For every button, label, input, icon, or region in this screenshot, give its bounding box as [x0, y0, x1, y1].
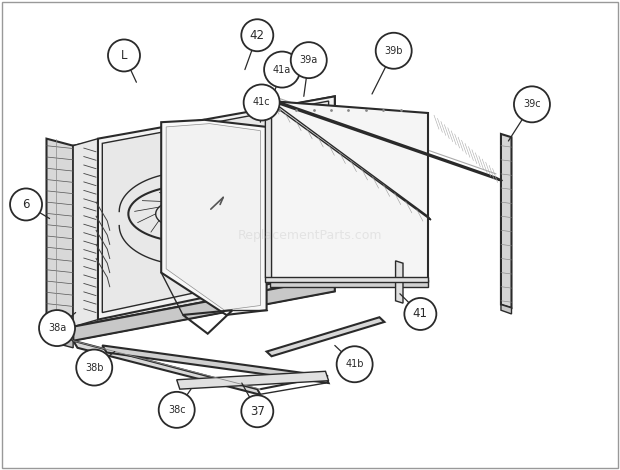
Circle shape	[291, 42, 327, 78]
Text: 39a: 39a	[299, 55, 318, 65]
Polygon shape	[73, 277, 335, 341]
Circle shape	[241, 19, 273, 51]
Polygon shape	[166, 124, 260, 310]
Circle shape	[337, 346, 373, 382]
Polygon shape	[73, 96, 335, 327]
Text: 6: 6	[22, 198, 30, 211]
Circle shape	[76, 350, 112, 385]
Polygon shape	[272, 101, 431, 220]
Polygon shape	[265, 101, 272, 280]
Text: 38b: 38b	[85, 362, 104, 373]
Polygon shape	[98, 96, 335, 320]
Circle shape	[264, 52, 300, 87]
Polygon shape	[267, 98, 502, 181]
Circle shape	[244, 85, 280, 120]
Circle shape	[108, 39, 140, 71]
Text: 37: 37	[250, 405, 265, 418]
Polygon shape	[501, 134, 512, 308]
Circle shape	[404, 298, 436, 330]
Polygon shape	[396, 261, 403, 303]
Text: 38c: 38c	[168, 405, 185, 415]
Polygon shape	[270, 101, 428, 280]
Polygon shape	[270, 280, 428, 287]
Polygon shape	[161, 120, 267, 315]
Polygon shape	[73, 139, 98, 327]
Polygon shape	[267, 317, 384, 356]
Circle shape	[159, 392, 195, 428]
Circle shape	[376, 33, 412, 69]
Polygon shape	[73, 277, 335, 341]
Text: 41a: 41a	[273, 64, 291, 75]
Polygon shape	[102, 101, 329, 313]
Polygon shape	[73, 341, 260, 395]
Text: ReplacementParts.com: ReplacementParts.com	[237, 228, 383, 242]
Text: 41b: 41b	[345, 359, 364, 369]
Polygon shape	[501, 305, 512, 314]
Polygon shape	[177, 371, 329, 389]
Circle shape	[241, 395, 273, 427]
Text: 41: 41	[413, 307, 428, 321]
Polygon shape	[102, 345, 329, 383]
Circle shape	[39, 310, 75, 346]
Circle shape	[514, 86, 550, 122]
Text: 41c: 41c	[253, 97, 270, 108]
Polygon shape	[265, 277, 428, 282]
Circle shape	[10, 188, 42, 220]
Polygon shape	[46, 139, 73, 327]
Polygon shape	[46, 320, 73, 341]
Text: L: L	[121, 49, 127, 62]
Text: 39b: 39b	[384, 46, 403, 56]
Text: 42: 42	[250, 29, 265, 42]
Polygon shape	[46, 320, 73, 348]
Polygon shape	[46, 320, 73, 341]
Text: 38a: 38a	[48, 323, 66, 333]
Text: 39c: 39c	[523, 99, 541, 110]
